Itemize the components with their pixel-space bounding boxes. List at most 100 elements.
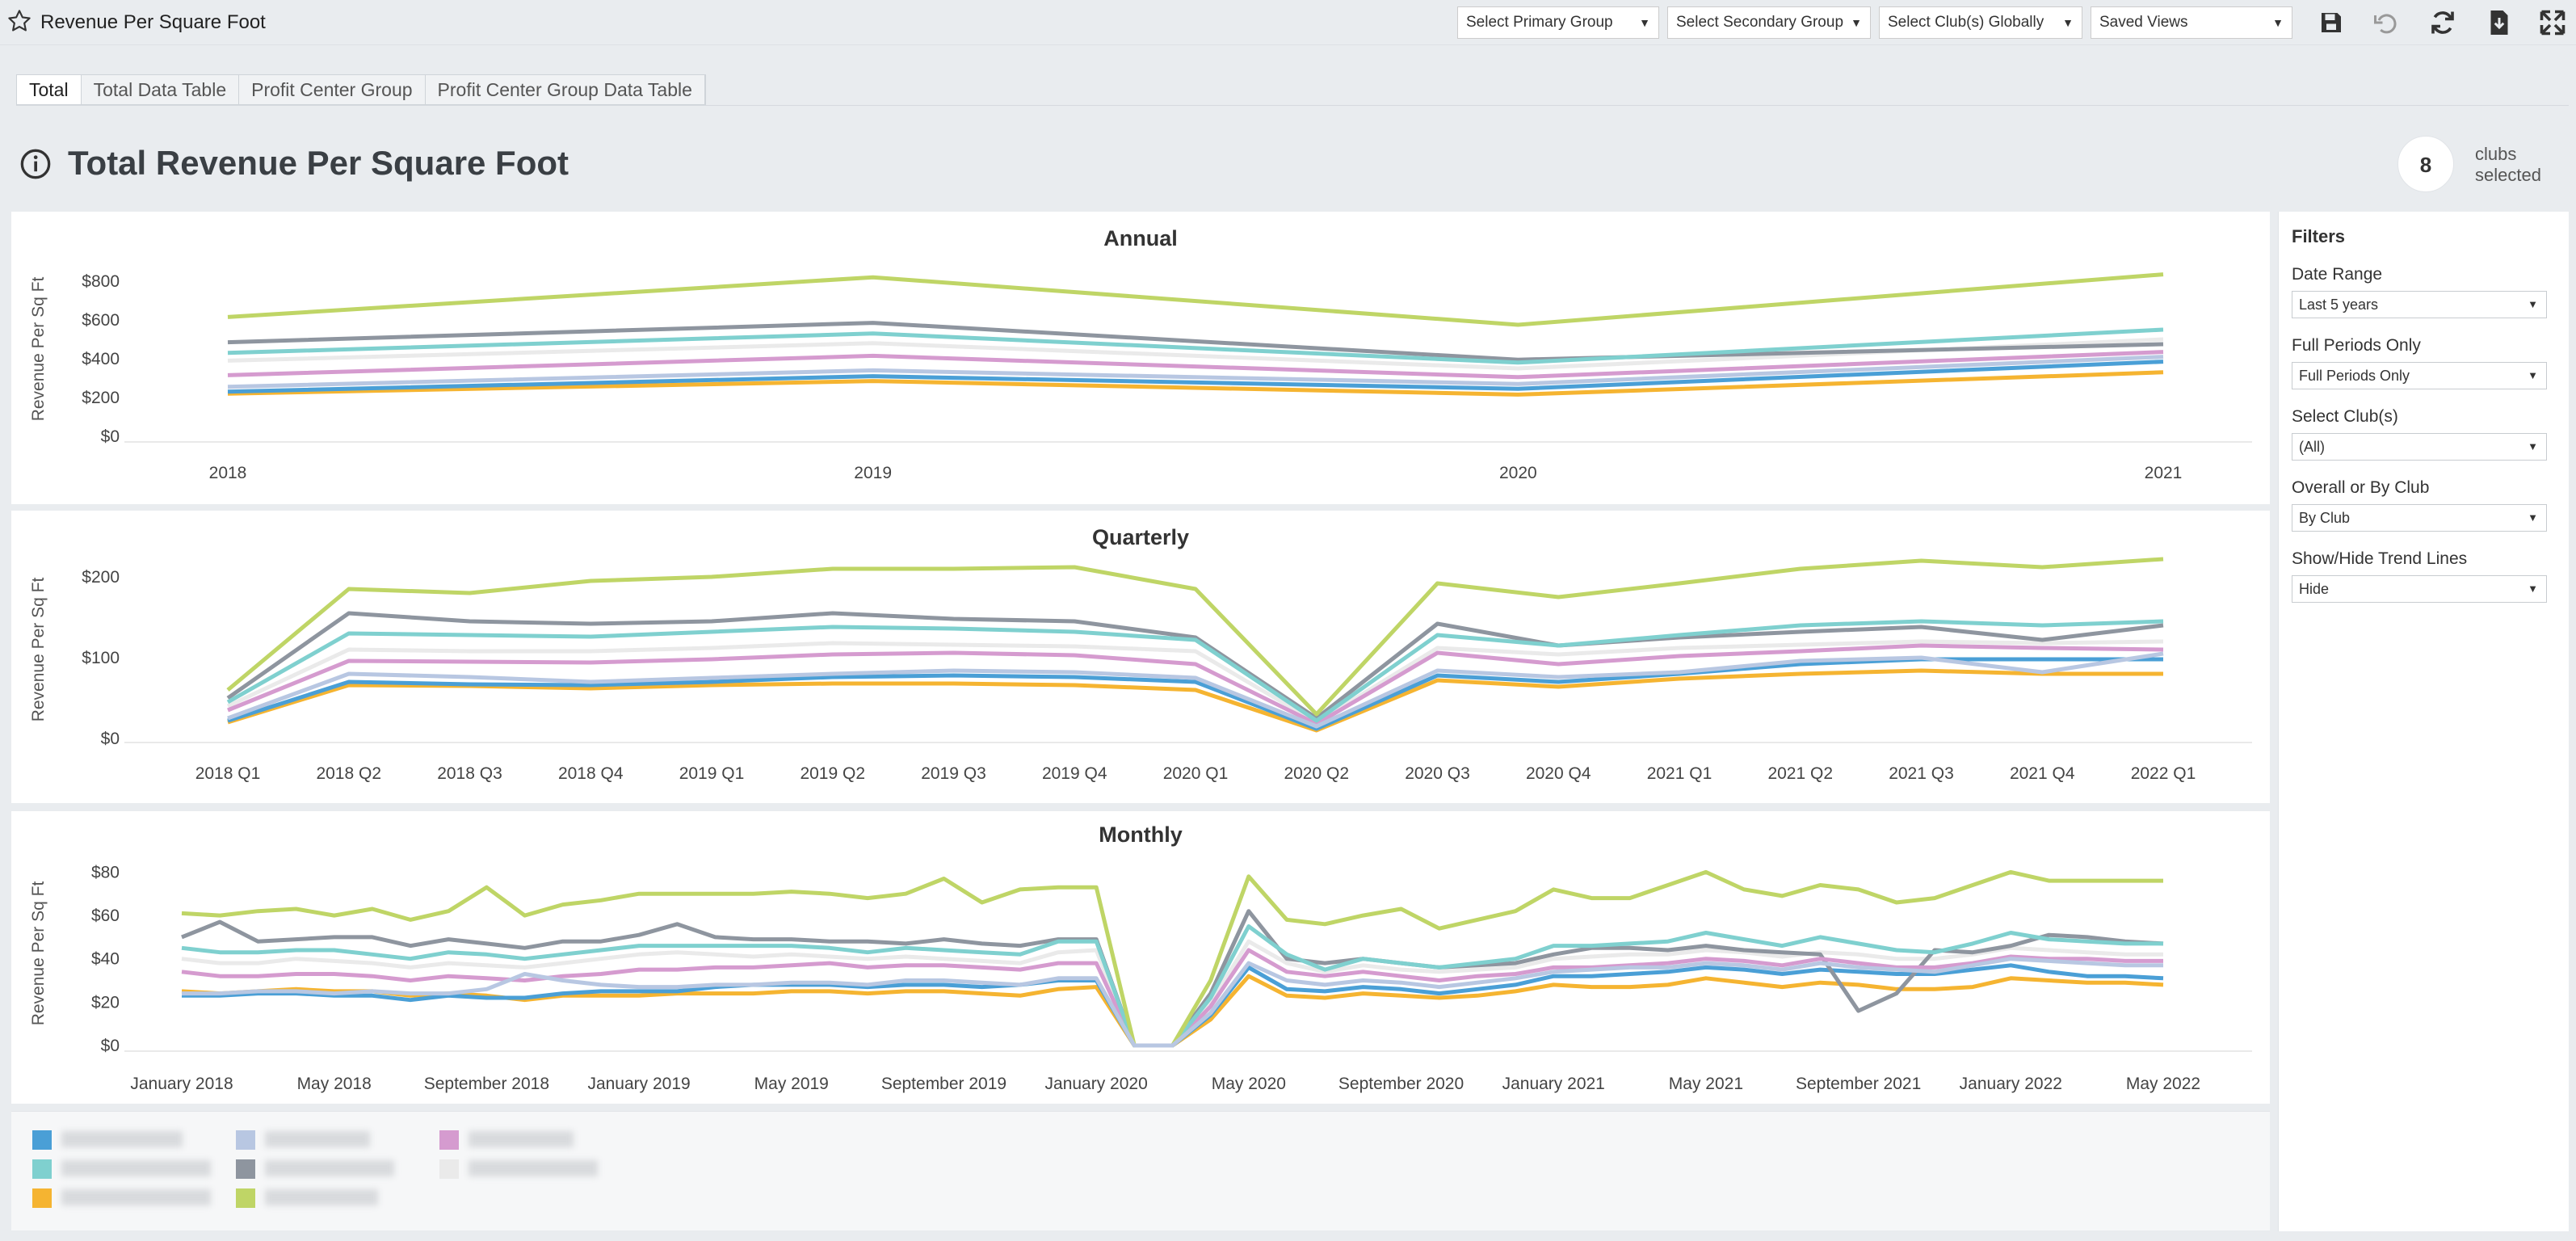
clubs-global-select[interactable]: Select Club(s) Globally ▼ [1879,6,2082,39]
trend-lines-select[interactable]: Hide ▼ [2292,575,2547,603]
select-clubs-value: (All) [2299,439,2325,455]
chevron-down-icon: ▼ [2528,583,2538,595]
primary-group-select[interactable]: Select Primary Group ▼ [1457,6,1659,39]
annual-series-line[interactable] [227,272,2164,327]
save-icon[interactable] [2317,8,2346,37]
fullscreen-icon[interactable] [2538,8,2567,37]
legend-item[interactable] [236,1159,397,1180]
tab-total-data-table[interactable]: Total Data Table [82,75,240,104]
legend-swatch [439,1130,459,1150]
full-periods-select[interactable]: Full Periods Only ▼ [2292,362,2547,389]
chevron-down-icon: ▼ [2528,511,2538,524]
select-clubs-label: Select Club(s) [2292,407,2398,426]
app-title: Revenue Per Square Foot [40,11,266,33]
annual-y-tick-label: $0 [101,427,120,446]
quarterly-x-tick-label: 2018 Q1 [195,764,261,783]
quarterly-y-axis-label: Revenue Per Sq Ft [29,578,48,722]
quarterly-y-tick-label: $0 [101,730,120,748]
annual-series-line[interactable] [227,321,2164,362]
legend-swatch [236,1188,255,1208]
tab-total[interactable]: Total [17,75,82,104]
monthly-x-tick-label: January 2018 [130,1075,233,1093]
quarterly-x-tick-label: 2021 Q1 [1647,764,1712,783]
quarterly-x-tick-label: 2019 Q4 [1042,764,1107,783]
tab-divider [16,105,2569,106]
monthly-x-tick-label: September 2020 [1338,1075,1464,1093]
star-icon[interactable] [6,8,32,34]
legend-item[interactable] [32,1159,214,1180]
monthly-series-line[interactable] [181,974,2164,1048]
secondary-group-label: Select Secondary Group [1676,14,1844,31]
legend-item[interactable] [32,1130,186,1151]
quarterly-x-tick-label: 2020 Q4 [1526,764,1591,783]
monthly-chart-panel: Monthly Revenue Per Sq Ft $0 $20 $40 $60 $80 Ja… [11,811,2270,1104]
monthly-x-tick-label: January 2019 [587,1075,690,1093]
quarterly-series-line[interactable] [226,611,2164,721]
saved-views-select[interactable]: Saved Views ▼ [2091,6,2292,39]
legend-swatch [439,1159,459,1179]
annual-series-line[interactable] [227,355,2164,389]
info-icon[interactable] [19,148,52,180]
legend-item[interactable] [236,1130,373,1151]
monthly-x-tick-label: May 2022 [2126,1075,2200,1093]
legend-item[interactable] [32,1188,214,1209]
annual-series-line[interactable] [227,370,2164,397]
quarterly-x-tick-label: 2020 Q3 [1405,764,1470,783]
tab-profit-center-group[interactable]: Profit Center Group [239,75,426,104]
quarterly-x-tick-label: 2022 Q1 [2131,764,2196,783]
quarterly-x-tick-label: 2020 Q1 [1163,764,1229,783]
legend-swatch [32,1159,52,1179]
tab-profit-center-group-data-table[interactable]: Profit Center Group Data Table [426,75,705,104]
quarterly-x-tick-label: 2019 Q1 [679,764,745,783]
overall-by-club-select[interactable]: By Club ▼ [2292,504,2547,532]
legend-item[interactable] [439,1159,601,1180]
quarterly-series-line[interactable] [227,643,2164,726]
secondary-group-select[interactable]: Select Secondary Group ▼ [1667,6,1871,39]
annual-series-line[interactable] [227,360,2164,394]
chart-legend [11,1111,2270,1230]
monthly-chart-title: Monthly [1099,822,1182,847]
monthly-series-line[interactable] [181,869,2163,1048]
monthly-x-tick-label: January 2022 [1960,1075,2062,1093]
page-title: Total Revenue Per Square Foot [68,144,569,182]
undo-icon[interactable] [2372,8,2401,37]
monthly-y-tick-label: $0 [101,1037,120,1055]
quarterly-series-line[interactable] [226,557,2164,717]
quarterly-series-line[interactable] [226,619,2164,723]
monthly-x-tick-label: May 2021 [1669,1075,1743,1093]
select-clubs-select[interactable]: (All) ▼ [2292,433,2547,461]
quarterly-series-line[interactable] [227,651,2164,729]
primary-group-label: Select Primary Group [1466,14,1613,31]
quarterly-y-tick-label: $200 [82,568,120,587]
chevron-down-icon: ▼ [2528,440,2538,452]
trend-lines-label: Show/Hide Trend Lines [2292,549,2468,568]
annual-series-line[interactable] [227,350,2164,380]
chevron-down-icon: ▼ [2528,369,2538,381]
monthly-series-line[interactable] [182,957,2163,1048]
full-periods-label: Full Periods Only [2292,336,2421,355]
annual-x-tick-label: 2019 [854,464,892,482]
legend-label-redacted [61,1189,211,1205]
legend-item[interactable] [236,1188,381,1209]
annual-chart-title: Annual [1103,226,1178,250]
legend-label-redacted [61,1160,211,1176]
legend-swatch [236,1159,255,1179]
quarterly-series-line[interactable] [227,668,2163,733]
overall-by-club-value: By Club [2299,510,2351,526]
annual-series-line[interactable] [227,327,2164,365]
monthly-y-tick-label: $20 [91,993,120,1012]
clubs-selected-label: clubs selected [2475,144,2541,185]
legend-item[interactable] [439,1130,577,1151]
date-range-select[interactable]: Last 5 years ▼ [2292,291,2547,318]
monthly-x-tick-label: January 2020 [1045,1075,1148,1093]
legend-swatch [32,1188,52,1208]
download-icon[interactable] [2485,8,2514,37]
monthly-y-tick-label: $60 [91,907,120,925]
quarterly-series-line[interactable] [227,657,2163,731]
monthly-x-tick-label: January 2021 [1502,1075,1605,1093]
monthly-x-tick-label: May 2019 [754,1075,829,1093]
quarterly-series-line[interactable] [226,639,2164,725]
refresh-icon[interactable] [2428,8,2457,37]
trend-lines-value: Hide [2299,581,2330,597]
top-bar: Revenue Per Square Foot Select Primary G… [0,0,2576,45]
